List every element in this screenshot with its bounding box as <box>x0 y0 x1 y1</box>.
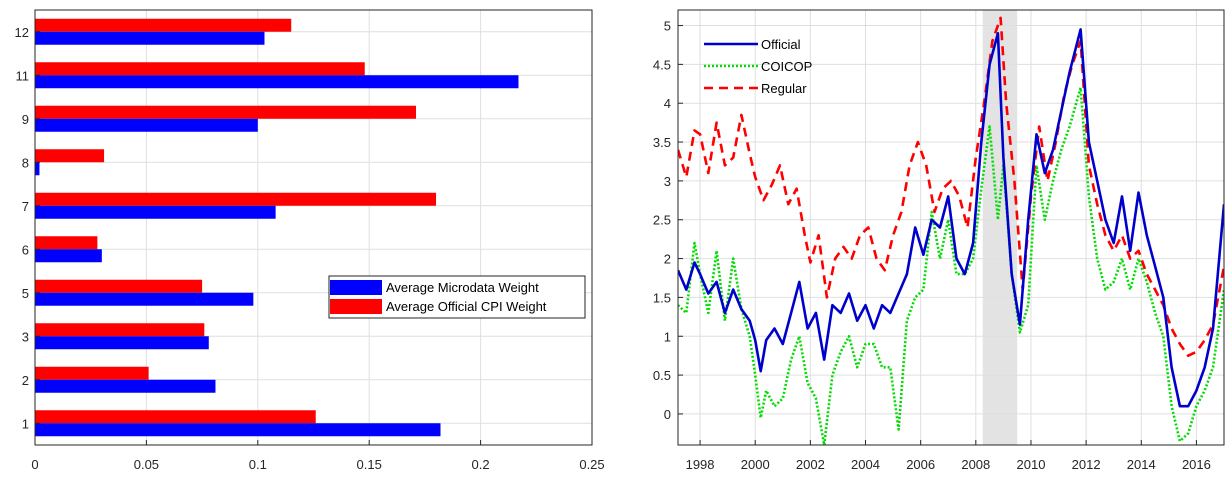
right-ytick-label: 2 <box>664 252 671 267</box>
right-xtick-label: 2000 <box>741 457 770 472</box>
bar-official-weight <box>35 18 292 32</box>
right-ytick-label: 1 <box>664 329 671 344</box>
bar-official-weight <box>35 236 98 250</box>
right-ytick-label: 1.5 <box>653 290 671 305</box>
bar-microdata-weight <box>35 292 254 306</box>
left-ytick-label: 3 <box>22 329 29 344</box>
right-xtick-label: 2012 <box>1072 457 1101 472</box>
bar-official-weight <box>35 62 365 76</box>
right-ytick-label: 5 <box>664 19 671 34</box>
left-xtick-label: 0.1 <box>249 457 267 472</box>
bar-microdata-weight <box>35 75 519 89</box>
bar-microdata-weight <box>35 162 40 176</box>
right-plot-area <box>678 10 1224 445</box>
left-xtick-label: 0 <box>31 457 38 472</box>
right-xtick-label: 2008 <box>961 457 990 472</box>
left-xtick-label: 0.2 <box>472 457 490 472</box>
right-ytick-label: 4 <box>664 96 671 111</box>
right-legend-label: COICOP <box>761 59 812 74</box>
right-ytick-label: 3 <box>664 174 671 189</box>
right-ytick-label: 4.5 <box>653 57 671 72</box>
right-xtick-label: 2004 <box>851 457 880 472</box>
right-legend-label: Official <box>761 37 801 52</box>
right-ytick-label: 3.5 <box>653 135 671 150</box>
bar-official-weight <box>35 149 105 163</box>
right-ytick-label: 2.5 <box>653 213 671 228</box>
right-line-chart: 0 0.5 1 1.5 2 2.5 3 3.5 4 4.5 5 1998 2000 2002 2004 200… <box>653 9 1225 472</box>
left-legend-swatch <box>330 299 382 314</box>
left-legend-label: Average Official CPI Weight <box>386 299 547 314</box>
left-ytick-label: 9 <box>22 112 29 127</box>
left-xtick-label: 0.25 <box>579 457 604 472</box>
right-xtick-label: 2016 <box>1182 457 1211 472</box>
bar-official-weight <box>35 323 205 337</box>
right-xtick-label: 2010 <box>1017 457 1046 472</box>
series-line-official <box>678 28 1224 408</box>
right-xtick-label: 2006 <box>906 457 935 472</box>
left-legend-label: Average Microdata Weight <box>386 280 539 295</box>
bar-microdata-weight <box>35 205 276 219</box>
bar-official-weight <box>35 279 203 293</box>
left-ytick-label: 2 <box>22 373 29 388</box>
left-xtick-label: 0.05 <box>134 457 159 472</box>
right-xtick-label: 2014 <box>1127 457 1156 472</box>
bar-microdata-weight <box>35 118 258 132</box>
right-legend-label: Regular <box>761 81 807 96</box>
bar-microdata-weight <box>35 249 102 263</box>
bar-official-weight <box>35 366 149 380</box>
series-line-regular <box>678 16 1224 357</box>
right-plot-border <box>677 9 1225 446</box>
bar-microdata-weight <box>35 423 441 437</box>
left-ytick-label: 12 <box>15 25 29 40</box>
left-xtick-label: 0.15 <box>357 457 382 472</box>
left-ytick-label: 5 <box>22 286 29 301</box>
left-legend-swatch <box>330 280 382 295</box>
bar-official-weight <box>35 105 416 119</box>
left-ytick-label: 8 <box>22 155 29 170</box>
bar-microdata-weight <box>35 379 216 393</box>
left-ytick-label: 11 <box>16 68 30 83</box>
bar-official-weight <box>35 410 316 424</box>
right-xtick-label: 2002 <box>796 457 825 472</box>
right-ytick-label: 0.5 <box>653 368 671 383</box>
left-plot-border <box>34 9 593 446</box>
bar-microdata-weight <box>35 336 209 350</box>
left-ytick-label: 7 <box>22 199 29 214</box>
left-ytick-label: 6 <box>22 242 29 257</box>
bar-official-weight <box>35 192 437 206</box>
left-ytick-label: 1 <box>22 416 29 431</box>
right-ytick-label: 0 <box>664 407 671 422</box>
bar-microdata-weight <box>35 31 265 45</box>
right-xtick-label: 1998 <box>686 457 715 472</box>
series-line-coicop <box>678 86 1224 445</box>
